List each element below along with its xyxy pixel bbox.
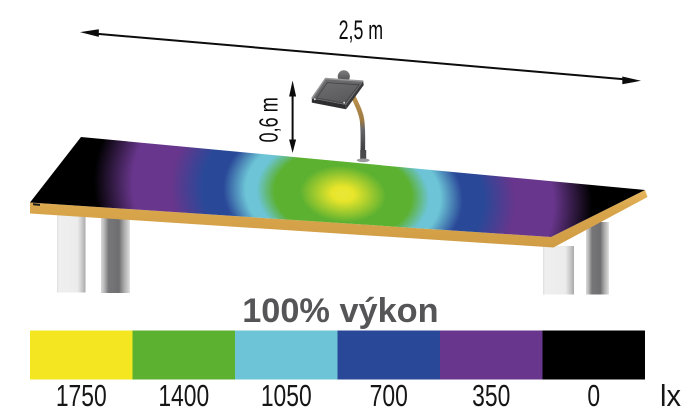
svg-text:0: 0 — [587, 379, 600, 413]
svg-text:2,5 m: 2,5 m — [339, 16, 384, 45]
svg-text:350: 350 — [472, 379, 510, 413]
svg-text:0,6 m: 0,6 m — [254, 97, 283, 142]
svg-text:700: 700 — [370, 379, 408, 413]
svg-text:lx: lx — [660, 379, 681, 413]
svg-text:1750: 1750 — [56, 379, 107, 413]
svg-text:1400: 1400 — [158, 379, 209, 413]
svg-text:1050: 1050 — [261, 379, 312, 413]
svg-text:100% výkon: 100% výkon — [242, 292, 438, 330]
